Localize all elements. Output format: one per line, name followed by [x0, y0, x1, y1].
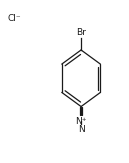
Text: Br: Br	[76, 28, 86, 37]
Text: N⁺: N⁺	[75, 117, 87, 126]
Text: N: N	[78, 125, 84, 134]
Text: Cl⁻: Cl⁻	[7, 14, 21, 23]
